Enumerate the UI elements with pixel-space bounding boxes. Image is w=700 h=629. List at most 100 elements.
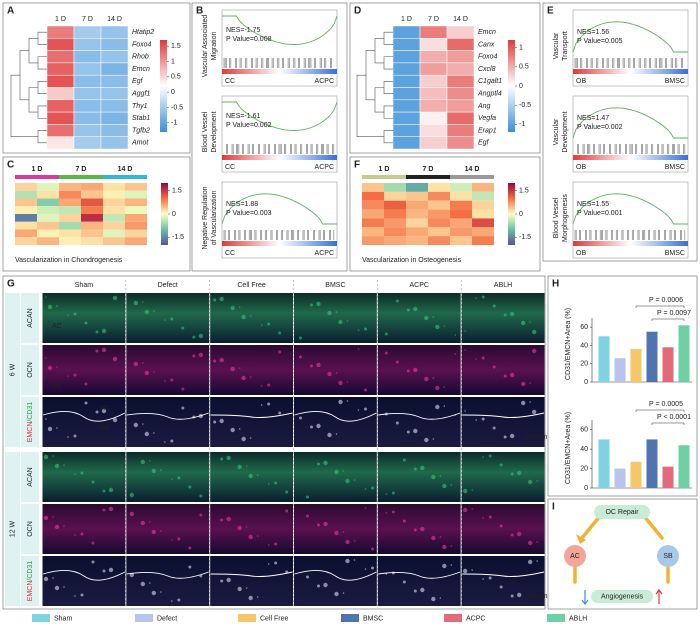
stain (47, 304, 53, 310)
dendrogram (28, 38, 38, 64)
enrichment-curve (572, 107, 688, 139)
stain (536, 480, 538, 482)
gsea-box (572, 181, 689, 259)
legend-swatch (547, 614, 565, 622)
column-bar (406, 175, 450, 179)
heatmap-cell (73, 99, 102, 113)
stain (439, 475, 442, 477)
stain (432, 377, 435, 379)
heatmap-cell (59, 221, 81, 230)
stain (439, 597, 442, 599)
stain (278, 331, 282, 335)
stain (144, 309, 150, 315)
stain (45, 357, 47, 359)
stain (67, 314, 69, 316)
heatmap-cell (392, 25, 421, 39)
gsea-box (221, 9, 338, 87)
gene-label: Amot (131, 140, 149, 147)
gsea-right: BMSC (665, 164, 685, 171)
heatmap-cell (392, 38, 421, 51)
micrograph (377, 556, 461, 606)
heatmap-cell (450, 227, 472, 237)
micrograph (126, 397, 210, 447)
stain (510, 594, 514, 598)
stain (391, 510, 395, 514)
row-label-part: ACAN (27, 467, 34, 486)
stain (499, 585, 503, 589)
image-annotation: AC (52, 323, 62, 330)
bar (614, 468, 626, 488)
stain (256, 474, 259, 476)
stain (316, 362, 321, 368)
panel-label: I (552, 502, 555, 513)
rank-strip (573, 69, 688, 74)
stain (420, 587, 425, 593)
stain (237, 525, 242, 531)
stain (245, 526, 248, 528)
caption: Vascularization in Osteogenesis (362, 257, 462, 264)
micrograph (210, 293, 293, 343)
p-value: P = 0.0097 (657, 310, 691, 317)
stain (260, 324, 263, 326)
stain (335, 433, 338, 435)
gene-label: Emcn (478, 29, 496, 36)
stain (481, 295, 485, 299)
heatmap-cell (406, 218, 428, 228)
heatmap-cell (450, 191, 472, 201)
heatmap-cell (419, 136, 448, 150)
stain (54, 463, 60, 469)
node-label: OC Repair (605, 509, 639, 516)
heatmap-cell (15, 229, 37, 238)
stain (499, 524, 503, 528)
heatmap-cell (446, 25, 475, 39)
stain (357, 409, 360, 411)
column-label: 14 D (118, 166, 133, 173)
stain (285, 490, 289, 494)
stain (199, 513, 203, 517)
stain (424, 376, 429, 382)
gene-label: Erap1 (478, 127, 497, 134)
stain (153, 371, 155, 373)
stain (395, 360, 399, 364)
stain (529, 401, 531, 403)
stain (338, 399, 343, 405)
stain (413, 528, 417, 532)
stain (402, 580, 406, 584)
stain (171, 539, 173, 541)
stain (171, 478, 173, 480)
stain (342, 531, 345, 533)
stain (267, 544, 270, 546)
heatmap-cell (450, 236, 472, 245)
dendrogram (383, 31, 393, 45)
stain (80, 532, 84, 536)
stain (475, 419, 477, 421)
gsea-box (221, 95, 338, 173)
micrograph (42, 293, 126, 343)
heatmap-cell (73, 74, 102, 88)
dendrogram (37, 81, 47, 94)
stain (133, 361, 139, 367)
stain (149, 460, 151, 462)
column-label: 7 D (82, 16, 93, 23)
stain (443, 405, 446, 407)
gsea-title: Transport (562, 31, 569, 61)
p-value: P < 0.0001 (657, 414, 691, 421)
panel-label: A (7, 6, 14, 17)
stain (442, 563, 447, 569)
column-header: Defect (158, 282, 178, 289)
heatmap-cell (450, 183, 472, 192)
heatmap-cell (100, 111, 129, 125)
stain (516, 470, 522, 476)
stain (385, 573, 388, 575)
tissue-boundary (42, 411, 126, 422)
row-label-part: EMCN (27, 422, 34, 443)
stain (188, 565, 192, 569)
stain (334, 591, 339, 597)
gsea-title: Development (562, 111, 569, 152)
colorbar-tick-label: 0.5 (519, 64, 529, 71)
panel-frame (191, 2, 348, 272)
stain (454, 334, 457, 336)
stain (450, 484, 453, 486)
stain (462, 488, 468, 494)
tissue-boundary (126, 571, 209, 579)
